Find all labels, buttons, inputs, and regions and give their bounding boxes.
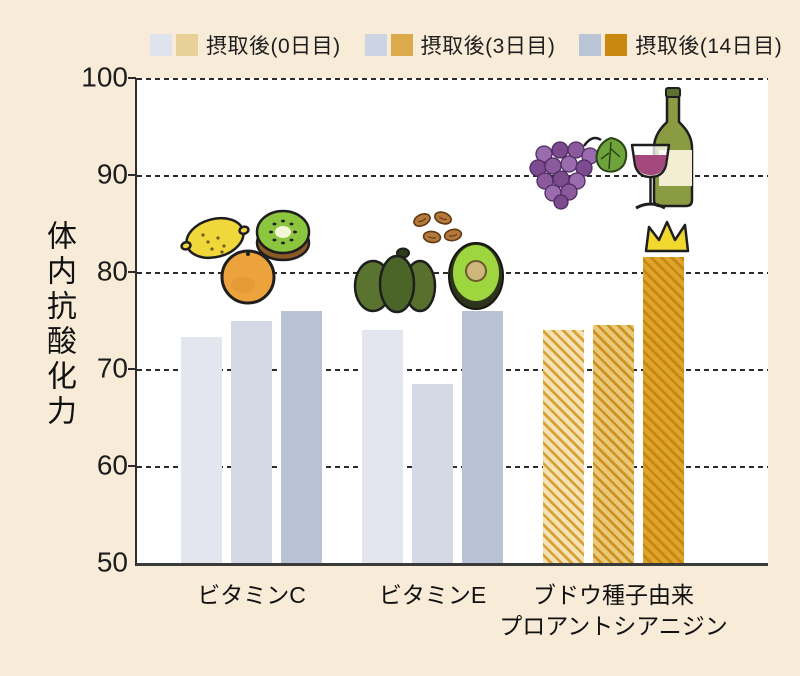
grape-leaf-icon (595, 136, 628, 173)
legend-item: 摂取後(3日目) (364, 30, 556, 60)
gridline (137, 78, 768, 80)
legend-item-label: 摂取後(3日目) (420, 35, 556, 58)
bar-2-摂取後(14日目) (462, 310, 503, 563)
legend-swatch-polyphenol (605, 34, 628, 56)
almonds-icon (413, 211, 463, 244)
bar-3-摂取後(3日目) (593, 325, 634, 563)
x-category-label: ブドウ種子由来プロアントシアニジン (499, 580, 728, 642)
bar-1-摂取後(3日目) (231, 320, 272, 563)
y-tick-label: 50 (96, 546, 128, 578)
y-tick-label: 100 (81, 61, 128, 93)
x-category-label-line: プロアントシアニジン (499, 613, 728, 640)
bar-1-摂取後(0日目) (181, 337, 222, 563)
x-category-label-line: ブドウ種子由来 (533, 582, 694, 608)
legend-swatch-vitamin (150, 34, 172, 56)
x-category-label-line: ビタミンE (378, 582, 487, 608)
orange-icon (220, 249, 276, 305)
x-category-label: ビタミンC (197, 580, 306, 611)
bar-2-摂取後(3日目) (412, 383, 453, 563)
legend-item-label: 摂取後(0日目) (206, 35, 341, 58)
legend-swatch-vitamin (579, 34, 602, 56)
legend-swatch-polyphenol (176, 34, 198, 56)
bar-1-摂取後(14日目) (281, 310, 322, 563)
avocado-icon (448, 242, 504, 310)
legend-swatch-polyphenol (390, 34, 413, 56)
y-tick-label: 60 (96, 449, 128, 481)
gridline (137, 369, 768, 371)
bar-2-摂取後(0日目) (362, 330, 403, 563)
gridline (137, 175, 768, 177)
crown-icon (644, 220, 690, 253)
kiwi-icon (255, 209, 311, 262)
legend-item: 摂取後(14日目) (579, 30, 782, 60)
legend-item-label: 摂取後(14日目) (635, 35, 783, 58)
bar-3-摂取後(14日目) (643, 257, 684, 563)
x-axis-labels: ビタミンC ビタミンE ブドウ種子由来プロアントシアニジン (0, 580, 800, 650)
legend: 摂取後(0日目) 摂取後(3日目) 摂取後(14日目) (150, 30, 782, 60)
bar-3-摂取後(0日目) (543, 330, 584, 563)
y-tick-label: 90 (96, 158, 128, 190)
lemon-icon (180, 216, 250, 260)
wine-glass-icon (630, 143, 671, 210)
grapes-icon (529, 136, 602, 210)
legend-swatch-vitamin (364, 34, 387, 56)
x-category-label: ビタミンE (379, 580, 486, 611)
x-category-label-line: ビタミンC (197, 582, 306, 608)
y-axis-title: 体内抗酸化力 (42, 220, 75, 430)
kabocha-squash-icon (353, 247, 437, 314)
legend-item: 摂取後(0日目) (150, 30, 341, 60)
